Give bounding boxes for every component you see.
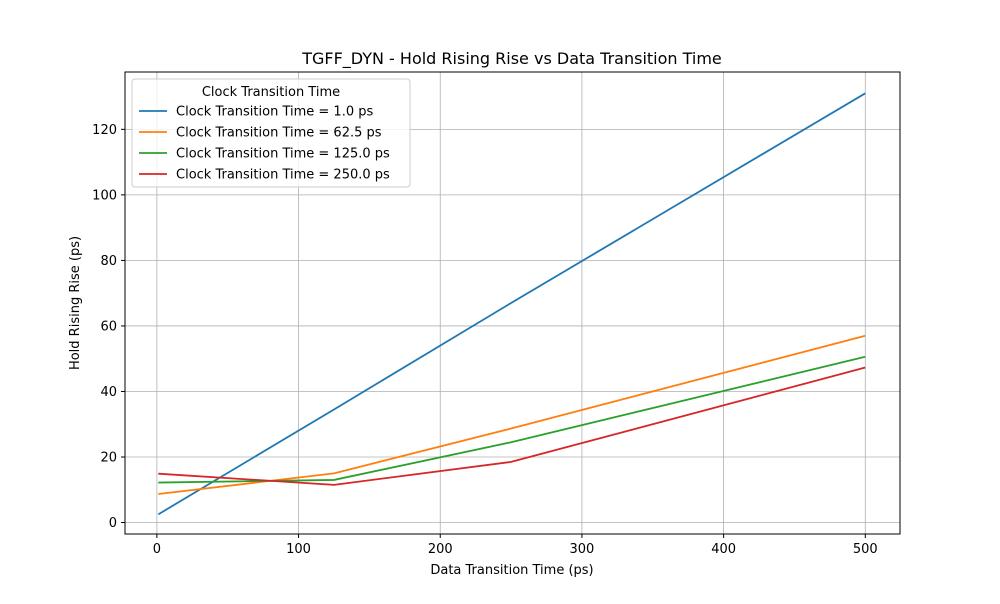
axis-ticks: 0 100 200 300 400 500 0 20 40 60 80 100 120: [92, 123, 878, 557]
legend: Clock Transition Time Clock Transition T…: [131, 78, 411, 188]
x-tick-label: 0: [153, 542, 161, 557]
series-line-1: [157, 92, 866, 516]
y-tick-label: 80: [100, 254, 117, 269]
legend-label-1: Clock Transition Time = 1.0 ps: [176, 105, 373, 120]
plot-area-frame: [124, 71, 901, 535]
y-tick-label: 120: [92, 123, 117, 138]
x-axis-label: Data Transition Time (ps): [430, 563, 593, 578]
x-tick-label: 400: [711, 542, 736, 557]
legend-items: Clock Transition Time = 1.0 ps Clock Tran…: [139, 105, 390, 183]
legend-title: Clock Transition Time: [202, 85, 340, 100]
y-tick-label: 100: [92, 188, 117, 203]
series-line-2: [158, 334, 866, 495]
x-tick-label: 300: [570, 542, 595, 557]
chart-title: TGFF_DYN - Hold Rising Rise vs Data Tran…: [301, 49, 722, 69]
legend-label-2: Clock Transition Time = 62.5 ps: [176, 126, 382, 141]
x-tick-label: 100: [286, 542, 311, 557]
series-line-3: [158, 355, 866, 484]
grid-lines: [125, 72, 900, 534]
legend-label-4: Clock Transition Time = 250.0 ps: [176, 168, 390, 183]
y-tick-label: 20: [100, 451, 117, 466]
y-tick-label: 60: [100, 319, 117, 334]
y-axis-label: Hold Rising Rise (ps): [68, 236, 83, 370]
y-tick-label: 0: [109, 516, 117, 531]
legend-label-3: Clock Transition Time = 125.0 ps: [176, 147, 390, 162]
series-line-4: [158, 366, 866, 486]
series-lines: [157, 92, 866, 516]
x-tick-label: 200: [428, 542, 453, 557]
x-tick-label: 500: [853, 542, 878, 557]
y-tick-label: 40: [100, 385, 117, 400]
legend-box: [131, 78, 411, 188]
